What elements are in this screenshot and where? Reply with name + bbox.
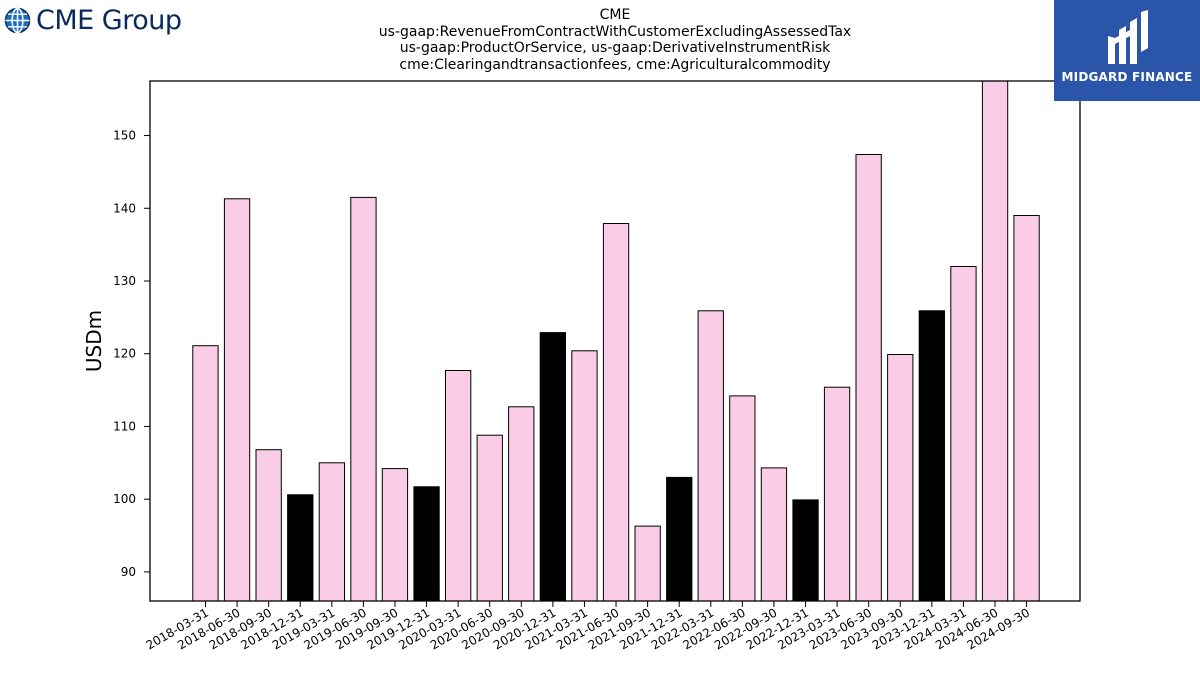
bar-2024-03-31 <box>950 266 977 601</box>
watermark-text: MIDGARD FINANCE <box>1061 70 1193 84</box>
bar-2022-09-30 <box>760 467 788 601</box>
bar-2023-06-30 <box>855 154 882 601</box>
bar-2022-12-31 <box>792 499 819 601</box>
y-axis-label: USDm <box>82 310 106 372</box>
title-line-company: CME <box>599 7 631 23</box>
bar-2023-12-31 <box>918 310 946 601</box>
bar-2021-03-31 <box>571 350 598 601</box>
bar-2020-06-30 <box>476 434 503 601</box>
y-tick-label: 150 <box>113 129 136 143</box>
bar-2019-09-30 <box>381 468 409 601</box>
bar-2024-09-30 <box>1013 215 1040 601</box>
x-axis-ticks: 2018-03-312018-06-302018-09-302018-12-31… <box>144 601 1032 652</box>
bar-2021-12-31 <box>666 476 693 601</box>
bar-2018-12-31 <box>287 494 314 601</box>
bar-2019-03-31 <box>318 462 346 601</box>
y-tick-label: 120 <box>113 347 136 361</box>
chart-title: CME us-gaap:RevenueFromContractWithCusto… <box>315 7 915 73</box>
bar-2021-09-30 <box>634 525 661 601</box>
bar-2019-06-30 <box>350 196 377 601</box>
plot-frame <box>149 80 1081 602</box>
bars-group <box>192 81 1040 601</box>
y-axis-ticks: 90 100 110 120 130 140 150 <box>113 129 150 579</box>
y-tick-label: 140 <box>113 201 136 215</box>
title-line-concept: us-gaap:RevenueFromContractWithCustomerE… <box>378 23 852 40</box>
bar-2020-03-31 <box>445 370 472 601</box>
bar-2023-09-30 <box>887 354 914 601</box>
bar-2024-06-30 <box>981 81 1009 601</box>
bar-2021-06-30 <box>602 223 630 601</box>
y-tick-label: 110 <box>113 419 136 433</box>
bar-2020-09-30 <box>508 406 535 601</box>
y-tick-label: 90 <box>121 565 136 579</box>
y-tick-label: 100 <box>113 492 136 506</box>
company-logo-text: CME Group <box>36 4 182 36</box>
bar-2018-03-31 <box>192 345 219 601</box>
bar-2018-09-30 <box>255 449 282 601</box>
title-line-members: cme:Clearingandtransactionfees, cme:Agri… <box>399 56 831 73</box>
bar-2019-12-31 <box>413 486 440 601</box>
bar-2022-06-30 <box>729 395 756 601</box>
midgard-finance-watermark: MIDGARD FINANCE <box>1054 0 1200 101</box>
title-line-axes: us-gaap:ProductOrService, us-gaap:Deriva… <box>399 40 831 57</box>
globe-icon <box>4 7 31 33</box>
bar-2022-03-31 <box>697 310 724 601</box>
cme-group-logo: CME Group <box>4 3 182 37</box>
y-tick-label: 130 <box>113 274 136 288</box>
midgard-m-icon <box>1108 10 1148 64</box>
bar-2020-12-31 <box>539 332 567 601</box>
bar-2018-06-30 <box>223 198 251 601</box>
bar-2023-03-31 <box>823 386 851 601</box>
